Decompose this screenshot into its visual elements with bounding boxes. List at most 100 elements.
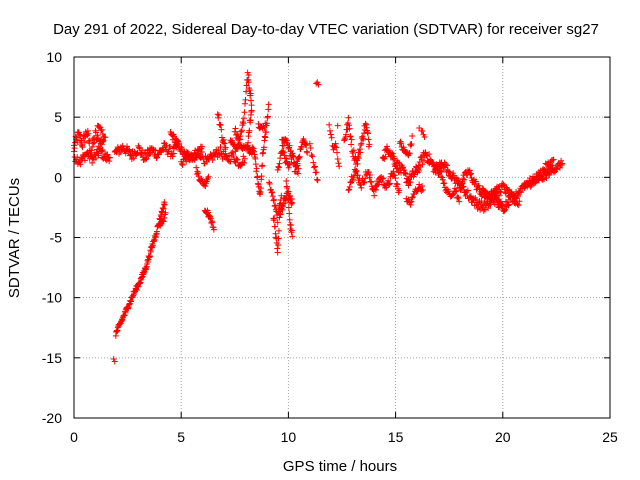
data-point <box>485 205 492 212</box>
data-point <box>445 168 452 175</box>
data-point <box>232 125 239 132</box>
data-point <box>245 139 252 146</box>
data-point <box>283 137 290 144</box>
data-point <box>270 197 277 204</box>
data-point <box>550 156 557 163</box>
data-point <box>408 198 415 205</box>
data-point <box>331 143 338 150</box>
y-axis-label: SDTVAR / TECUs <box>6 178 23 298</box>
data-point <box>332 140 339 147</box>
data-point <box>253 165 260 172</box>
data-point <box>195 170 202 177</box>
data-point <box>335 160 342 167</box>
data-point <box>371 192 378 199</box>
data-point <box>241 155 248 162</box>
data-point <box>409 132 416 139</box>
data-point <box>352 169 359 176</box>
data-point <box>402 170 409 177</box>
data-point <box>176 140 183 147</box>
data-point <box>439 176 446 183</box>
data-point <box>268 189 275 196</box>
data-point <box>444 162 451 169</box>
data-point <box>238 127 245 134</box>
data-point <box>514 201 521 208</box>
data-point <box>162 209 169 216</box>
data-point <box>252 155 259 162</box>
data-point <box>399 164 406 171</box>
data-point <box>314 177 321 184</box>
data-point <box>283 178 290 185</box>
data-point <box>358 184 365 191</box>
data-point <box>508 189 515 196</box>
data-point <box>558 162 565 169</box>
data-point <box>217 144 224 151</box>
data-point <box>411 171 418 178</box>
data-point <box>241 159 248 166</box>
data-point <box>326 121 333 128</box>
data-point <box>543 175 550 182</box>
data-point <box>383 184 390 191</box>
data-point <box>267 186 274 193</box>
x-tick-label: 5 <box>177 429 185 445</box>
data-point <box>416 181 423 188</box>
data-point <box>178 160 185 167</box>
data-point <box>99 146 106 153</box>
data-point <box>203 159 210 166</box>
data-point <box>204 175 211 182</box>
data-point <box>419 182 426 189</box>
data-point <box>193 164 200 171</box>
data-point <box>475 182 482 189</box>
data-point <box>456 198 463 205</box>
data-point <box>386 181 393 188</box>
data-point <box>328 134 335 141</box>
data-point <box>289 199 296 206</box>
data-point <box>98 126 105 133</box>
data-point <box>160 218 167 225</box>
y-tick-label: -10 <box>42 290 62 306</box>
data-point <box>174 137 181 144</box>
data-point <box>218 126 225 133</box>
data-point <box>210 226 217 233</box>
data-point <box>250 145 257 152</box>
data-point <box>205 173 212 180</box>
data-point <box>407 174 414 181</box>
data-point <box>394 181 401 188</box>
data-point <box>532 178 539 185</box>
data-point <box>290 153 297 160</box>
data-point <box>241 100 248 107</box>
data-point <box>141 150 148 157</box>
data-point <box>280 149 287 156</box>
y-tick-label: 5 <box>54 109 62 125</box>
data-point <box>360 179 367 186</box>
data-point <box>237 162 244 169</box>
data-point <box>453 188 460 195</box>
x-tick-label: 10 <box>281 429 297 445</box>
data-point <box>478 192 485 199</box>
data-point <box>391 172 398 179</box>
data-point <box>198 149 205 156</box>
data-point <box>192 147 199 154</box>
data-point <box>311 163 318 170</box>
data-point <box>73 134 80 141</box>
data-point <box>306 140 313 147</box>
data-point <box>153 154 160 161</box>
data-point <box>285 204 292 211</box>
data-point <box>142 156 149 163</box>
data-point <box>274 219 281 226</box>
data-point <box>276 214 283 221</box>
data-point <box>505 202 512 209</box>
data-point <box>354 160 361 167</box>
data-point <box>208 218 215 225</box>
data-point <box>195 173 202 180</box>
data-point <box>146 253 153 260</box>
data-point <box>406 150 413 157</box>
data-point <box>409 194 416 201</box>
data-point <box>401 167 408 174</box>
data-point <box>89 159 96 166</box>
data-point <box>308 152 315 159</box>
data-point <box>94 132 101 139</box>
data-point <box>416 167 423 174</box>
data-point <box>252 161 259 168</box>
data-point <box>104 151 111 158</box>
data-point <box>202 183 209 190</box>
